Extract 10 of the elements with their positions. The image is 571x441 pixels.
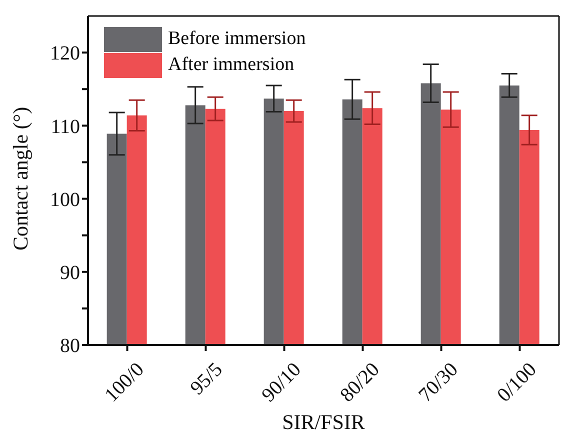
legend-label: After immersion (168, 53, 294, 77)
y-tick-label: 100 (50, 188, 80, 211)
y-axis-title: Contact angle (°) (8, 106, 32, 250)
y-tick-label: 120 (50, 42, 80, 65)
y-tick-label: 90 (60, 262, 80, 284)
x-axis-title: SIR/FSIR (282, 410, 365, 434)
y-tick-label: 80 (60, 335, 80, 358)
legend-label: Before immersion (168, 27, 306, 51)
x-tick-label: 95/5 (186, 358, 227, 400)
y-tick-label: 110 (50, 116, 80, 138)
